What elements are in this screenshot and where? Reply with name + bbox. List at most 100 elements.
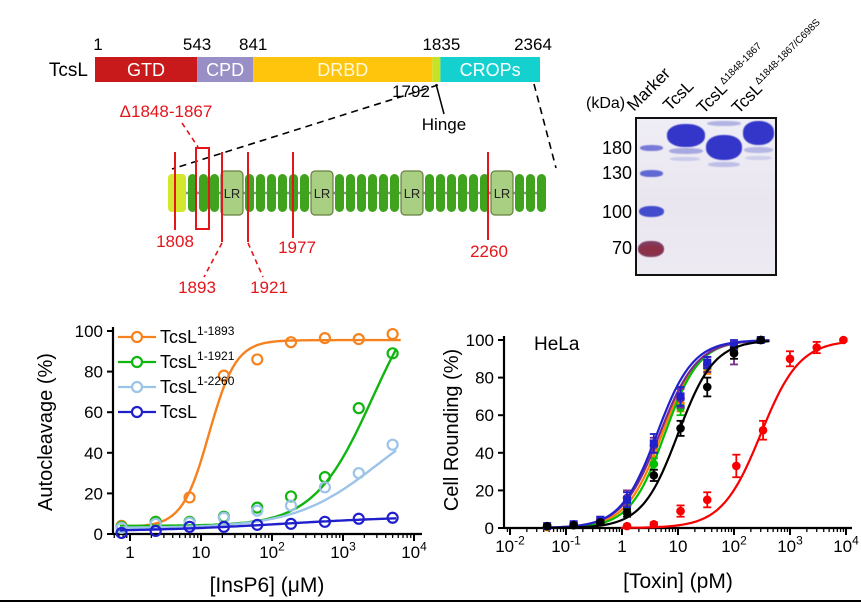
- short-repeat: [267, 174, 276, 212]
- long-repeat: [310, 170, 334, 216]
- y-tick-label: 40: [84, 444, 103, 463]
- hinge-residue-label: 1792: [392, 82, 430, 101]
- y-tick-label: 100: [466, 331, 494, 350]
- legend-label: TcsL1-1893: [160, 324, 235, 347]
- gel-band: [744, 147, 773, 153]
- residue-mark-label-1808: 1808: [156, 232, 194, 251]
- data-point: [649, 439, 658, 448]
- domain-label-CPD: CPD: [206, 60, 244, 80]
- data-point: [758, 425, 768, 435]
- short-repeat: [357, 174, 366, 212]
- legend-marker: [130, 330, 144, 344]
- x-tick-label: 104: [833, 533, 859, 556]
- y-tick-label: 100: [75, 322, 103, 341]
- boundary-label: 1835: [422, 35, 460, 54]
- short-repeat: [515, 174, 524, 212]
- short-repeat: [447, 174, 456, 212]
- residue-mark-label-1893: 1893: [178, 278, 216, 297]
- data-point: [596, 518, 605, 527]
- domain-label-GTD: GTD: [127, 60, 165, 80]
- boundary-label: 1: [93, 35, 102, 54]
- y-tick-label: 0: [485, 519, 494, 538]
- x-tick-label: 10-1: [551, 533, 581, 556]
- short-repeat: [346, 174, 355, 212]
- y-axis-title: Autocleavage (%): [35, 353, 57, 511]
- y-axis-title: Cell Rounding (%): [441, 349, 463, 511]
- y-tick-label: 80: [84, 363, 103, 382]
- domain-DRBD: [253, 57, 433, 82]
- data-point: [703, 358, 712, 367]
- short-repeat: [335, 174, 344, 212]
- data-point: [149, 524, 162, 538]
- gel-band: [640, 170, 663, 177]
- short-repeat: [469, 174, 478, 212]
- data-point: [183, 491, 196, 504]
- series-black-series: [542, 335, 770, 531]
- fit-curve: [119, 348, 398, 527]
- data-point: [352, 333, 365, 346]
- data-point: [284, 517, 298, 530]
- fit-curve: [119, 517, 397, 532]
- domain-GTD: [95, 57, 198, 82]
- gel-band: [639, 206, 664, 217]
- short-repeat: [278, 174, 287, 212]
- x-tick-label: 103: [330, 539, 356, 562]
- long-repeat: [490, 170, 514, 216]
- data-point: [542, 521, 552, 531]
- data-point: [386, 511, 399, 524]
- y-tick-label: 20: [84, 484, 103, 503]
- y-tick-label: 20: [475, 481, 494, 500]
- legend-marker: [130, 405, 144, 419]
- x-tick-label: 102: [721, 533, 747, 556]
- data-point: [702, 382, 712, 392]
- kda-value-70: 70: [611, 238, 632, 258]
- data-point: [702, 495, 712, 505]
- short-repeat: [480, 174, 489, 212]
- x-tick-label: 104: [401, 539, 427, 562]
- data-point: [729, 348, 739, 358]
- long-repeat: [400, 170, 424, 216]
- x-tick-label: 102: [259, 539, 285, 562]
- y-tick-label: 80: [475, 369, 494, 388]
- data-point: [839, 335, 848, 345]
- data-point: [649, 459, 659, 469]
- protein-name: TcsL: [49, 60, 88, 81]
- data-point: [730, 341, 738, 350]
- short-repeat: [458, 174, 467, 212]
- gel-band: [706, 135, 742, 160]
- x-tick-label: 1: [617, 537, 626, 556]
- x-tick-label: 1: [125, 543, 134, 562]
- data-point: [785, 354, 795, 364]
- legend-marker: [130, 380, 144, 394]
- data-point: [732, 461, 741, 471]
- series-TcsL-1-1893: [115, 327, 401, 532]
- data-point: [352, 467, 365, 480]
- gel-band: [669, 148, 703, 154]
- residue-mark-label-1977: 1977: [278, 238, 316, 257]
- autocleavage-chart: 0 20 40 60 80 100 1 10 102 103 104 [InsP6] (μM) Auto…: [35, 322, 427, 597]
- data-point: [649, 471, 659, 480]
- lr-label: LR: [314, 186, 331, 201]
- gel-band: [640, 145, 663, 151]
- data-point: [623, 495, 632, 504]
- data-point: [676, 392, 685, 401]
- short-repeat: [390, 174, 399, 212]
- data-point: [318, 332, 332, 345]
- boundary-label: 2364: [514, 35, 552, 54]
- short-repeat: [537, 174, 546, 212]
- data-point: [622, 521, 632, 531]
- boundary-label: 841: [239, 35, 267, 54]
- lr-label: LR: [404, 186, 421, 201]
- leader-1921: [247, 242, 264, 278]
- short-repeat: [188, 174, 197, 212]
- lr-label: LR: [224, 186, 241, 201]
- data-point: [284, 336, 298, 349]
- leader-1893: [203, 242, 223, 278]
- short-repeat: [245, 174, 254, 212]
- gel-band: [708, 162, 740, 167]
- lr-label: LR: [494, 186, 511, 201]
- y-tick-label: 0: [94, 525, 103, 544]
- domain-CROPs: [440, 57, 540, 82]
- short-repeat: [379, 174, 388, 212]
